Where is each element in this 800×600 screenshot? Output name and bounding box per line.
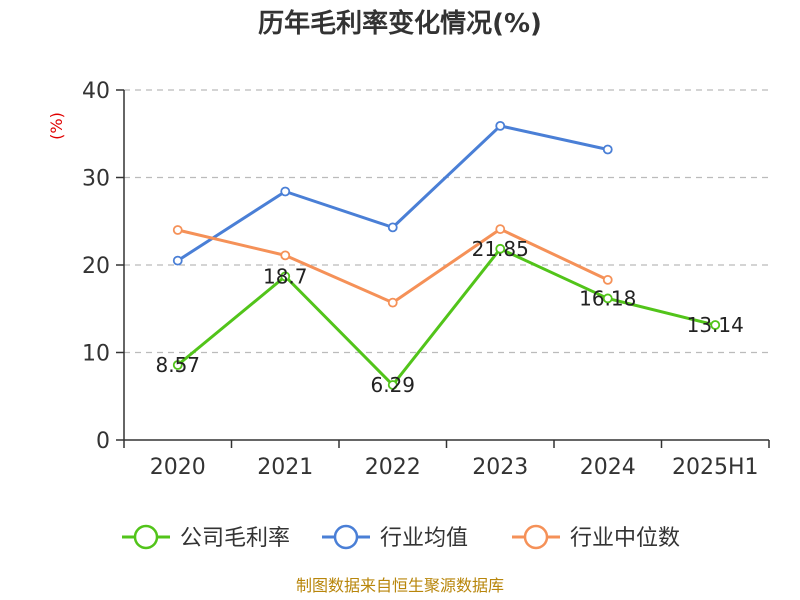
y-tick-label: 10 [82, 342, 110, 367]
x-tick-label: 2022 [365, 455, 421, 480]
data-point [602, 144, 613, 155]
data-label: 18.7 [263, 264, 308, 288]
data-point [495, 243, 506, 254]
data-point [172, 225, 183, 235]
data-point [602, 293, 613, 304]
y-tick-labels: 0 10 20 30 40 [82, 79, 110, 454]
y-tick-label: 20 [82, 254, 110, 279]
series-lines [172, 120, 721, 390]
data-point [495, 224, 506, 235]
series-line-1 [176, 124, 609, 262]
data-labels: 8.57 18.7 6.29 21.85 16.18 13.14 [155, 237, 743, 397]
legend: 公司毛利率 行业均值 行业中位数 [122, 524, 680, 551]
legend-label: 行业中位数 [570, 526, 680, 551]
chart-title: 历年毛利率变化情况(%) [258, 8, 542, 39]
y-tick-label: 0 [96, 429, 110, 454]
data-point [172, 360, 183, 370]
data-point [280, 271, 291, 282]
x-tick-label: 2024 [580, 455, 636, 480]
legend-marker [523, 524, 549, 550]
x-tick-labels: 2020 2021 2022 2023 2024 2025H1 [150, 455, 759, 480]
axes [116, 89, 770, 448]
legend-marker [333, 524, 359, 550]
series-line-2 [177, 227, 609, 305]
data-point [387, 297, 398, 308]
data-point [172, 255, 183, 266]
legend-label: 行业均值 [380, 526, 468, 551]
data-label: 8.57 [155, 353, 200, 377]
data-label: 13.14 [687, 313, 744, 337]
data-point [495, 120, 506, 131]
y-axis-unit: (%) [47, 112, 66, 140]
data-label: 21.85 [472, 237, 529, 261]
data-point [387, 222, 398, 233]
x-tick-label: 2023 [472, 455, 528, 480]
legend-marker [133, 524, 159, 550]
series-line-0 [176, 247, 716, 387]
source-note: 制图数据来自恒生聚源数据库 [296, 576, 504, 595]
data-point [387, 380, 398, 390]
x-tick-label: 2021 [257, 455, 313, 480]
x-tick-label: 2025H1 [672, 455, 759, 480]
data-point [602, 274, 613, 285]
data-point [280, 250, 291, 261]
y-tick-label: 40 [82, 79, 110, 104]
data-label: 16.18 [579, 286, 636, 310]
data-label: 6.29 [370, 373, 415, 397]
y-tick-label: 30 [82, 167, 110, 192]
x-tick-label: 2020 [150, 455, 206, 480]
data-point [280, 186, 291, 197]
legend-label: 公司毛利率 [180, 526, 290, 551]
data-point [710, 320, 721, 330]
